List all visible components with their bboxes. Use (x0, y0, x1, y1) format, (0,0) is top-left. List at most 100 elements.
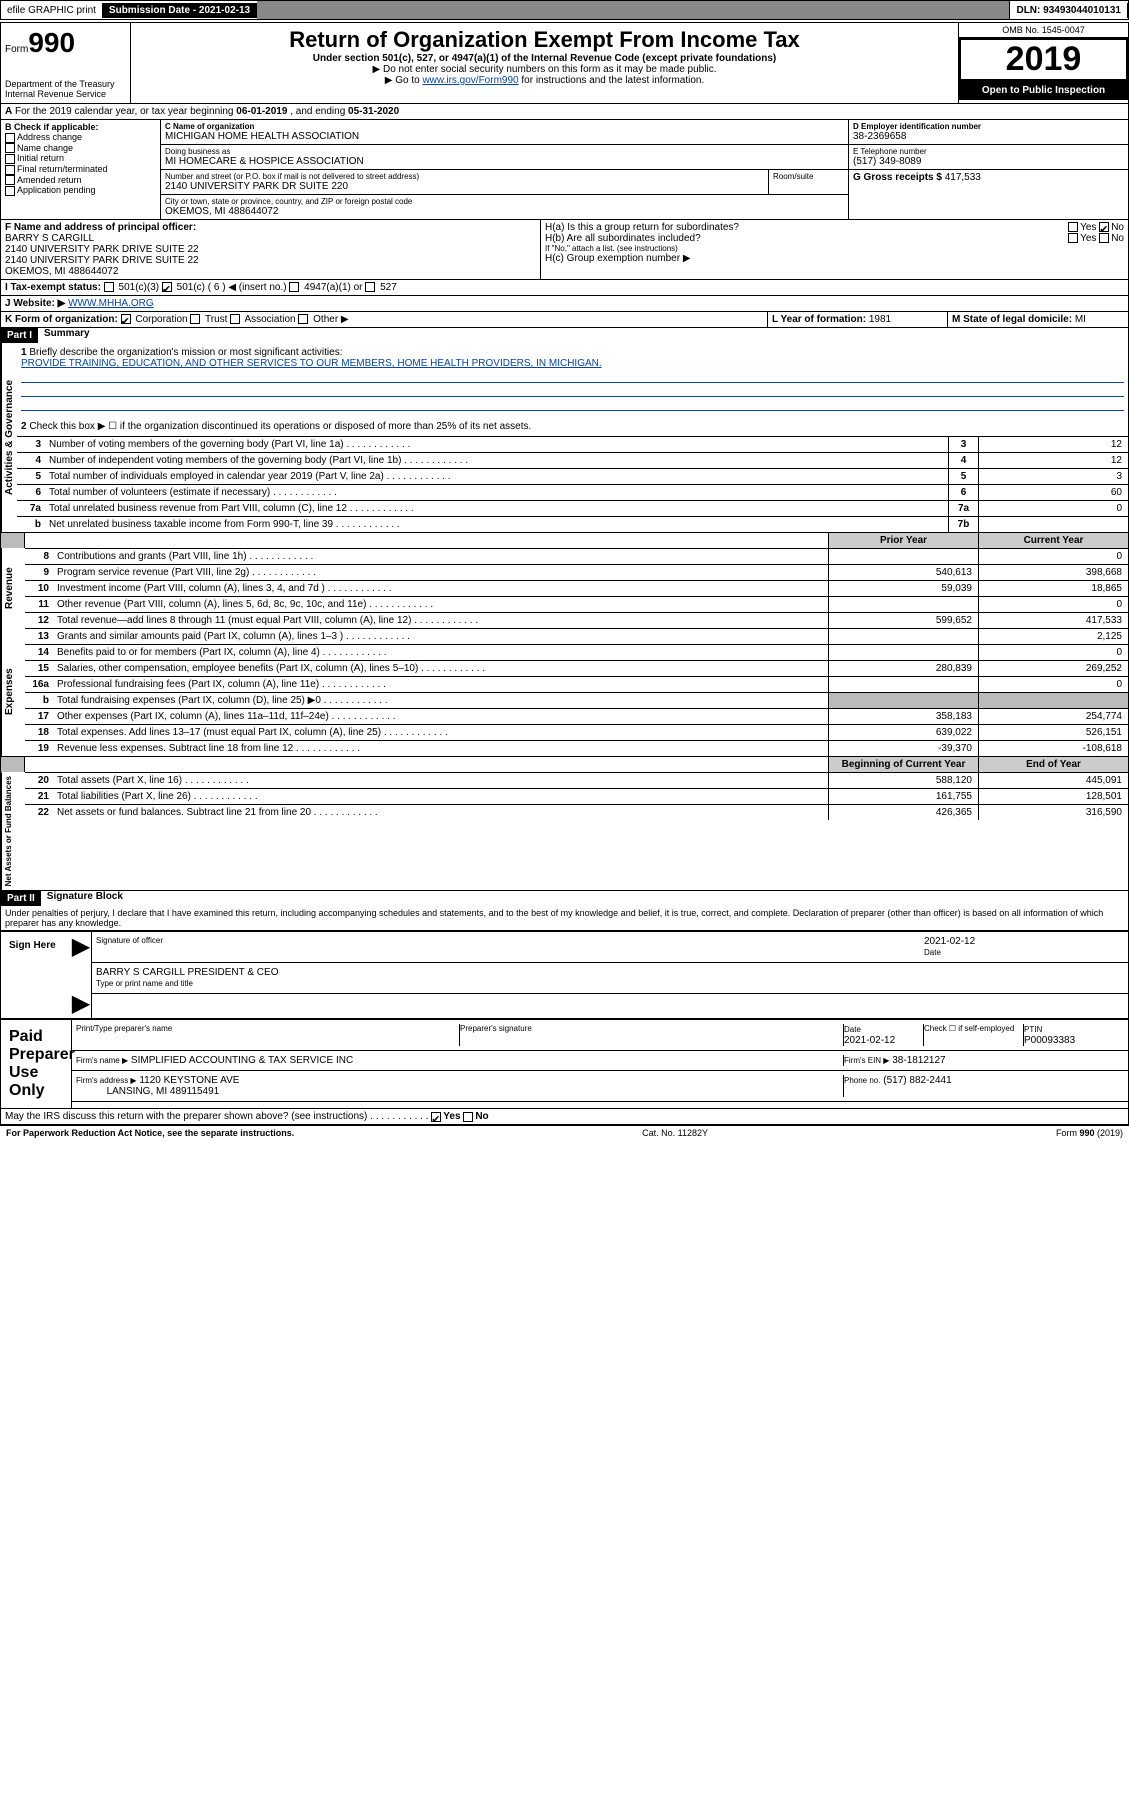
chk-address-change[interactable]: Address change (5, 132, 156, 143)
gov-section: Activities & Governance 1 Briefly descri… (1, 343, 1128, 532)
phone-value: (517) 349-8089 (853, 156, 1124, 167)
period-end: 05-31-2020 (348, 106, 399, 117)
phone-label: E Telephone number (853, 147, 1124, 156)
header-right: OMB No. 1545-0047 2019 Open to Public In… (958, 23, 1128, 103)
box-b-label: B Check if applicable: (5, 122, 99, 132)
chk-amended[interactable]: Amended return (5, 175, 156, 186)
line-11: 11Other revenue (Part VIII, column (A), … (25, 596, 1128, 612)
firm-name: SIMPLIFIED ACCOUNTING & TAX SERVICE INC (131, 1055, 353, 1066)
penalties-text: Under penalties of perjury, I declare th… (1, 906, 1128, 930)
hdr-current-year: Current Year (978, 533, 1128, 548)
sig-name: BARRY S CARGILL PRESIDENT & CEO (96, 967, 278, 978)
note-goto-post: for instructions and the latest informat… (519, 75, 705, 86)
501c-insert: 501(c) ( 6 ) ◀ (insert no.) (177, 282, 287, 293)
period-begin: 06-01-2019 (236, 106, 287, 117)
addr-label: Number and street (or P.O. box if mail i… (165, 172, 764, 181)
ein-value: 38-2369658 (853, 131, 1124, 142)
chk-final-return[interactable]: Final return/terminated (5, 164, 156, 175)
period-row: A For the 2019 calendar year, or tax yea… (1, 103, 1128, 119)
summary-line-6: 6Total number of volunteers (estimate if… (17, 484, 1128, 500)
part2-title: Signature Block (41, 891, 123, 906)
sign-here-block: Sign Here ▶▶ Signature of officer 2021-0… (1, 930, 1128, 1018)
summary-line-7a: 7aTotal unrelated business revenue from … (17, 500, 1128, 516)
chk-app-pending[interactable]: Application pending (5, 185, 156, 196)
line-13: 13Grants and similar amounts paid (Part … (25, 628, 1128, 644)
topbar: efile GRAPHIC print Submission Date - 20… (0, 0, 1129, 20)
box-h-note: If "No," attach a list. (see instruction… (545, 244, 1124, 253)
discuss-text: May the IRS discuss this return with the… (5, 1111, 367, 1122)
gross-value: 417,533 (945, 172, 981, 183)
hdr-prior-year: Prior Year (828, 533, 978, 548)
firm-phone: (517) 882-2441 (883, 1075, 951, 1086)
line-12: 12Total revenue—add lines 8 through 11 (… (25, 612, 1128, 628)
box-m-label: M State of legal domicile: (952, 314, 1072, 325)
room-label: Room/suite (768, 170, 848, 194)
note-ssn: ▶ Do not enter social security numbers o… (135, 64, 954, 75)
omb-number: OMB No. 1545-0047 (959, 23, 1128, 38)
footer: For Paperwork Reduction Act Notice, see … (0, 1125, 1129, 1140)
pycy-header: Prior Year Current Year (1, 532, 1128, 548)
k-corp: Corporation (135, 314, 187, 325)
note-goto: ▶ Go to www.irs.gov/Form990 for instruct… (135, 75, 954, 86)
side-revenue: Revenue (1, 548, 25, 628)
box-hb: H(b) Are all subordinates included? Yes … (545, 233, 1124, 244)
form-outer: Form990 Department of the Treasury Inter… (0, 22, 1129, 1125)
part1-title: Summary (38, 328, 90, 343)
dln: DLN: 93493044010131 (1010, 3, 1128, 18)
period-mid: , and ending (287, 106, 348, 117)
website-row: J Website: ▶ WWW.MHHA.ORG (1, 295, 1128, 311)
hdr-bcy: Beginning of Current Year (828, 757, 978, 772)
side-expenses: Expenses (1, 628, 25, 756)
line-18: 18Total expenses. Add lines 13–17 (must … (25, 724, 1128, 740)
box-c: C Name of organization MICHIGAN HOME HEA… (161, 120, 848, 219)
line-20: 20Total assets (Part X, line 16)588,1204… (25, 772, 1128, 788)
paid-preparer-block: Paid Preparer Use Only Print/Type prepar… (1, 1018, 1128, 1108)
org-form-row: K Form of organization: Corporation Trus… (1, 311, 1128, 327)
state-domicile: MI (1075, 314, 1086, 325)
box-c-label: C Name of organization (165, 122, 844, 131)
chk-initial-return[interactable]: Initial return (5, 153, 156, 164)
firm-addr2: LANSING, MI 489115491 (107, 1086, 220, 1097)
prep-date-label: Date (844, 1025, 861, 1034)
firm-ein: 38-1812127 (892, 1055, 945, 1066)
footer-right: Form 990 (2019) (1056, 1128, 1123, 1138)
chk-name-change[interactable]: Name change (5, 143, 156, 154)
side-netassets: Net Assets or Fund Balances (1, 772, 25, 890)
box-ha: H(a) Is this a group return for subordin… (545, 222, 1124, 233)
part2-num: Part II (1, 891, 41, 906)
header-left: Form990 Department of the Treasury Inter… (1, 23, 131, 103)
header-row: Form990 Department of the Treasury Inter… (1, 23, 1128, 103)
dba-label: Doing business as (165, 147, 844, 156)
form-subtitle: Under section 501(c), 527, or 4947(a)(1)… (135, 53, 954, 64)
irs-link[interactable]: www.irs.gov/Form990 (422, 75, 518, 86)
sig-date-label: Date (924, 948, 941, 957)
summary-line-b: bNet unrelated business taxable income f… (17, 516, 1128, 532)
org-address: 2140 UNIVERSITY PARK DR SUITE 220 (165, 181, 764, 192)
discuss-row: May the IRS discuss this return with the… (1, 1108, 1128, 1124)
year-formation: 1981 (869, 314, 891, 325)
prep-self-emp: Check ☐ if self-employed (924, 1024, 1024, 1046)
topbar-spacer (257, 1, 1010, 19)
box-k-label: K Form of organization: (5, 314, 118, 325)
form-title: Return of Organization Exempt From Incom… (135, 27, 954, 53)
website-link[interactable]: WWW.MHHA.ORG (68, 298, 154, 309)
line-16a: 16aProfessional fundraising fees (Part I… (25, 676, 1128, 692)
box-f-label: F Name and address of principal officer: (5, 222, 196, 233)
sign-here-label: Sign Here (1, 932, 71, 1018)
netassets-section: Net Assets or Fund Balances 20Total asse… (1, 772, 1128, 890)
revenue-section: Revenue 8Contributions and grants (Part … (1, 548, 1128, 628)
officer-group-row: F Name and address of principal officer:… (1, 219, 1128, 279)
dept-treasury: Department of the Treasury Internal Reve… (5, 79, 126, 99)
tax-exempt-row: I Tax-exempt status: 501(c)(3) 501(c) ( … (1, 279, 1128, 295)
sig-name-label: Type or print name and title (96, 979, 193, 988)
submission-date: Submission Date - 2021-02-13 (103, 3, 257, 18)
firm-name-label: Firm's name ▶ (76, 1056, 128, 1065)
city-label: City or town, state or province, country… (165, 197, 844, 206)
expenses-section: Expenses 13Grants and similar amounts pa… (1, 628, 1128, 756)
hdr-eoy: End of Year (978, 757, 1128, 772)
sig-date: 2021-02-12 (924, 936, 975, 947)
line2-label: Check this box ▶ ☐ if the organization d… (29, 421, 531, 432)
line-21: 21Total liabilities (Part X, line 26)161… (25, 788, 1128, 804)
box-j-label: J Website: ▶ (5, 298, 65, 309)
firm-addr-label: Firm's address ▶ (76, 1076, 137, 1085)
